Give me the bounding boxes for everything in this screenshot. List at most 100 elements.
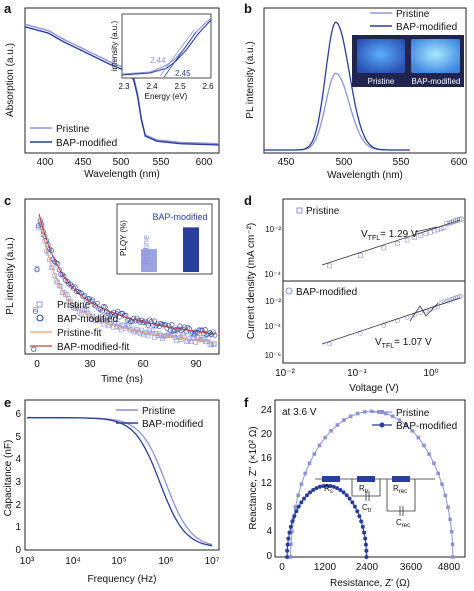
vtfl-symbol: V — [361, 229, 368, 240]
data-point — [193, 340, 198, 345]
inset-annotation-pristine: 2.44 — [150, 56, 166, 65]
data-point — [64, 278, 70, 284]
tick-label: 0 — [266, 551, 272, 562]
data-point — [198, 337, 203, 342]
data-point — [436, 471, 440, 476]
data-point — [355, 411, 360, 416]
panel-c: c 0 30 60 90 Time (ns) PL intensity (a.u… — [4, 193, 220, 385]
data-point — [285, 555, 290, 559]
inset-bar-pristine — [141, 249, 157, 272]
data-point — [458, 293, 464, 299]
tick-label: 10⁰ — [423, 368, 438, 379]
data-point — [186, 326, 192, 332]
tick-label: 10⁻² — [265, 225, 281, 234]
data-point — [287, 530, 292, 535]
data-point — [134, 327, 140, 332]
panel-c-inset: PLQY (%) Pristine BAP-modified — [116, 203, 213, 275]
panel-f-note: at 3.6 V — [282, 407, 317, 418]
tick-label: 10⁷ — [205, 556, 220, 567]
panel-f-series-pristine — [288, 409, 455, 559]
data-point — [174, 338, 179, 343]
tick-label: 10⁻⁶ — [265, 351, 281, 360]
tick-label: 10⁵ — [111, 556, 126, 567]
data-point — [312, 452, 317, 456]
legend-marker-pristine — [296, 207, 303, 214]
tick-label: 450 — [278, 157, 295, 168]
data-point — [58, 284, 64, 289]
data-point — [166, 323, 172, 329]
data-point — [450, 542, 455, 547]
panel-a-xticks: 400 450 500 550 600 — [37, 157, 213, 168]
data-point — [296, 504, 301, 509]
legend-pristine: Pristine — [56, 124, 90, 135]
data-point — [418, 233, 424, 238]
circuit-symbol: C — [362, 503, 368, 512]
panel-b-ylabel: PL intensity (a.u.) — [245, 41, 256, 118]
data-point — [449, 529, 454, 534]
data-point — [107, 312, 113, 318]
legend-bap: BAP-modified — [396, 421, 457, 432]
inset-ylabel: PLQY (%) — [119, 220, 128, 256]
panel-e-frame — [24, 399, 220, 551]
data-point — [348, 414, 353, 419]
data-point — [446, 297, 452, 303]
panel-d-fit-ohmic-bottom — [321, 297, 461, 345]
data-point — [76, 305, 81, 311]
data-point — [72, 306, 78, 312]
tick-label: 6 — [15, 409, 21, 420]
data-point — [147, 328, 152, 334]
circuit-label-ctr: Ctr — [362, 503, 371, 514]
data-point — [416, 435, 421, 440]
data-point — [317, 484, 322, 489]
data-point — [290, 519, 295, 524]
data-point — [329, 429, 333, 433]
data-point — [397, 418, 402, 422]
tick-label: 4 — [15, 454, 21, 465]
data-point — [362, 530, 367, 535]
data-point — [438, 300, 444, 306]
panel-f-xlabel: Resistance, Z' (Ω) — [330, 578, 410, 589]
tick-label: 10⁶ — [158, 556, 173, 567]
data-point — [152, 318, 158, 324]
data-point — [327, 263, 332, 269]
panel-c-xlabel: Time (ns) — [101, 374, 143, 385]
data-point — [90, 297, 96, 303]
data-point — [288, 524, 293, 529]
data-point — [314, 486, 319, 491]
data-point — [293, 505, 298, 509]
series-line — [290, 410, 454, 558]
tick-label: 24 — [261, 405, 273, 416]
panel-d-series-pristine — [327, 216, 464, 269]
circuit-resistor-rtr — [357, 476, 375, 482]
tick-label: 550 — [393, 157, 410, 168]
panel-f-yticks: 0 4 8 12 16 20 24 — [261, 405, 273, 562]
panel-d-label-pristine: Pristine — [306, 206, 340, 217]
data-point — [171, 332, 176, 337]
tick-label: 2.3 — [118, 82, 130, 91]
data-point — [109, 311, 115, 317]
data-point — [91, 302, 97, 308]
data-point — [294, 509, 299, 514]
data-point — [82, 307, 87, 313]
panel-a-ylabel: Absorption (a.u.) — [5, 43, 16, 117]
tick-label: 10⁻¹ — [347, 368, 367, 379]
panel-d-ylabel: Current density (mA cm⁻²) — [246, 223, 257, 339]
data-point — [188, 330, 194, 336]
circuit-label-crec: Crec — [396, 518, 410, 529]
data-point — [71, 305, 76, 311]
data-point — [296, 493, 300, 498]
data-point — [305, 493, 309, 498]
panel-f-legend: Pristine BAP-modified — [372, 408, 457, 432]
tick-label: 600 — [451, 157, 468, 168]
panel-f-frame — [274, 399, 466, 558]
panel-e-series-pristine — [27, 417, 213, 546]
legend-bap: BAP-modified — [56, 138, 117, 149]
data-point — [96, 317, 102, 323]
circuit-symbol: C — [396, 518, 402, 527]
data-point — [299, 500, 304, 505]
legend-bap-fit: BAP-modified-fit — [57, 342, 129, 353]
data-point — [122, 322, 127, 328]
data-point — [36, 225, 41, 231]
data-point — [115, 321, 121, 327]
vtfl-subscript: TFL — [368, 235, 381, 242]
